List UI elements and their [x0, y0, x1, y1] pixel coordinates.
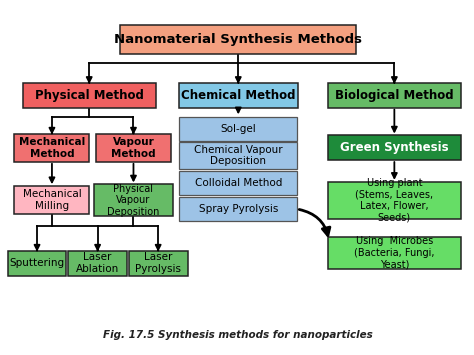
FancyBboxPatch shape [129, 251, 188, 275]
FancyBboxPatch shape [328, 135, 461, 160]
FancyBboxPatch shape [179, 116, 298, 141]
FancyBboxPatch shape [96, 133, 171, 162]
Text: Colloidal Method: Colloidal Method [195, 178, 282, 188]
Text: Physical
Vapour
Deposition: Physical Vapour Deposition [107, 184, 160, 217]
Text: Using plant
(Stems, Leaves,
Latex, Flower,
Seeds): Using plant (Stems, Leaves, Latex, Flowe… [356, 178, 433, 223]
FancyBboxPatch shape [328, 83, 461, 108]
FancyBboxPatch shape [328, 237, 461, 268]
Text: Mechanical
Milling: Mechanical Milling [23, 190, 82, 211]
Text: Fig. 17.5 Synthesis methods for nanoparticles: Fig. 17.5 Synthesis methods for nanopart… [103, 330, 373, 340]
FancyBboxPatch shape [68, 251, 127, 275]
FancyBboxPatch shape [179, 142, 298, 169]
FancyBboxPatch shape [8, 251, 66, 275]
Text: Laser
Pyrolysis: Laser Pyrolysis [135, 252, 181, 274]
Text: Chemical Vapour
Deposition: Chemical Vapour Deposition [194, 145, 283, 166]
Text: Green Synthesis: Green Synthesis [340, 141, 449, 154]
Text: Chemical Method: Chemical Method [181, 89, 296, 102]
FancyBboxPatch shape [23, 83, 156, 108]
FancyBboxPatch shape [14, 133, 90, 162]
Text: Biological Method: Biological Method [335, 89, 454, 102]
Text: Physical Method: Physical Method [35, 89, 144, 102]
FancyBboxPatch shape [94, 184, 173, 216]
Text: Sol-gel: Sol-gel [220, 124, 256, 133]
Text: Laser
Ablation: Laser Ablation [76, 252, 119, 274]
FancyBboxPatch shape [179, 171, 298, 195]
Text: Vapour
Method: Vapour Method [111, 137, 156, 159]
FancyBboxPatch shape [179, 83, 298, 108]
Text: Using  Microbes
(Bacteria, Fungi,
Yeast): Using Microbes (Bacteria, Fungi, Yeast) [354, 236, 435, 269]
FancyBboxPatch shape [179, 197, 298, 221]
Text: Sputtering: Sputtering [9, 258, 64, 268]
FancyBboxPatch shape [14, 186, 90, 214]
Text: Nanomaterial Synthesis Methods: Nanomaterial Synthesis Methods [114, 33, 362, 46]
FancyBboxPatch shape [328, 182, 461, 219]
Text: Mechanical
Method: Mechanical Method [19, 137, 85, 159]
FancyBboxPatch shape [120, 25, 356, 54]
Text: Spray Pyrolysis: Spray Pyrolysis [199, 204, 278, 214]
